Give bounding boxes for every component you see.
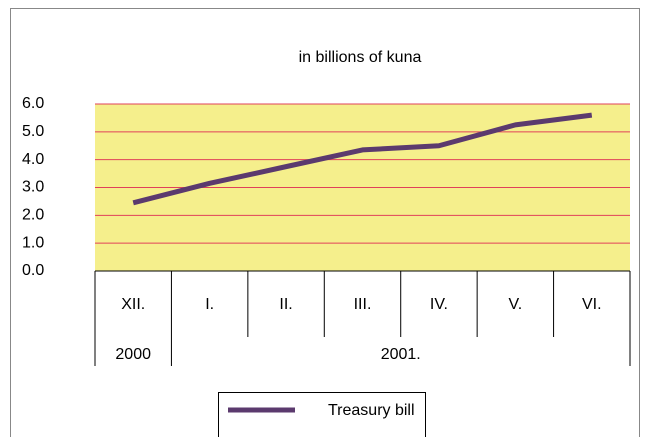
group-label: 2001.	[381, 346, 421, 363]
y-tick-label: 6.0	[22, 95, 44, 112]
chart-title: in billions of kuna	[299, 49, 422, 66]
y-tick-label: 5.0	[22, 123, 44, 140]
series-line	[132, 112, 593, 206]
x-tick-label: VI.	[582, 296, 602, 313]
x-tick-label: III.	[354, 296, 372, 313]
legend-box	[218, 392, 426, 437]
x-tick-label: II.	[279, 296, 292, 313]
y-tick-label: 4.0	[22, 151, 44, 168]
y-tick-label: 1.0	[22, 234, 44, 251]
y-tick-label: 3.0	[22, 179, 44, 196]
group-label: 2000	[115, 346, 151, 363]
y-tick-label: 0.0	[22, 262, 44, 279]
x-tick-label: IV.	[430, 296, 448, 313]
y-tick-label: 2.0	[22, 207, 44, 224]
x-tick-label: V.	[509, 296, 523, 313]
x-tick-label: XII.	[121, 296, 145, 313]
legend-label: Treasury bill	[328, 402, 415, 419]
x-tick-label: I.	[205, 296, 214, 313]
